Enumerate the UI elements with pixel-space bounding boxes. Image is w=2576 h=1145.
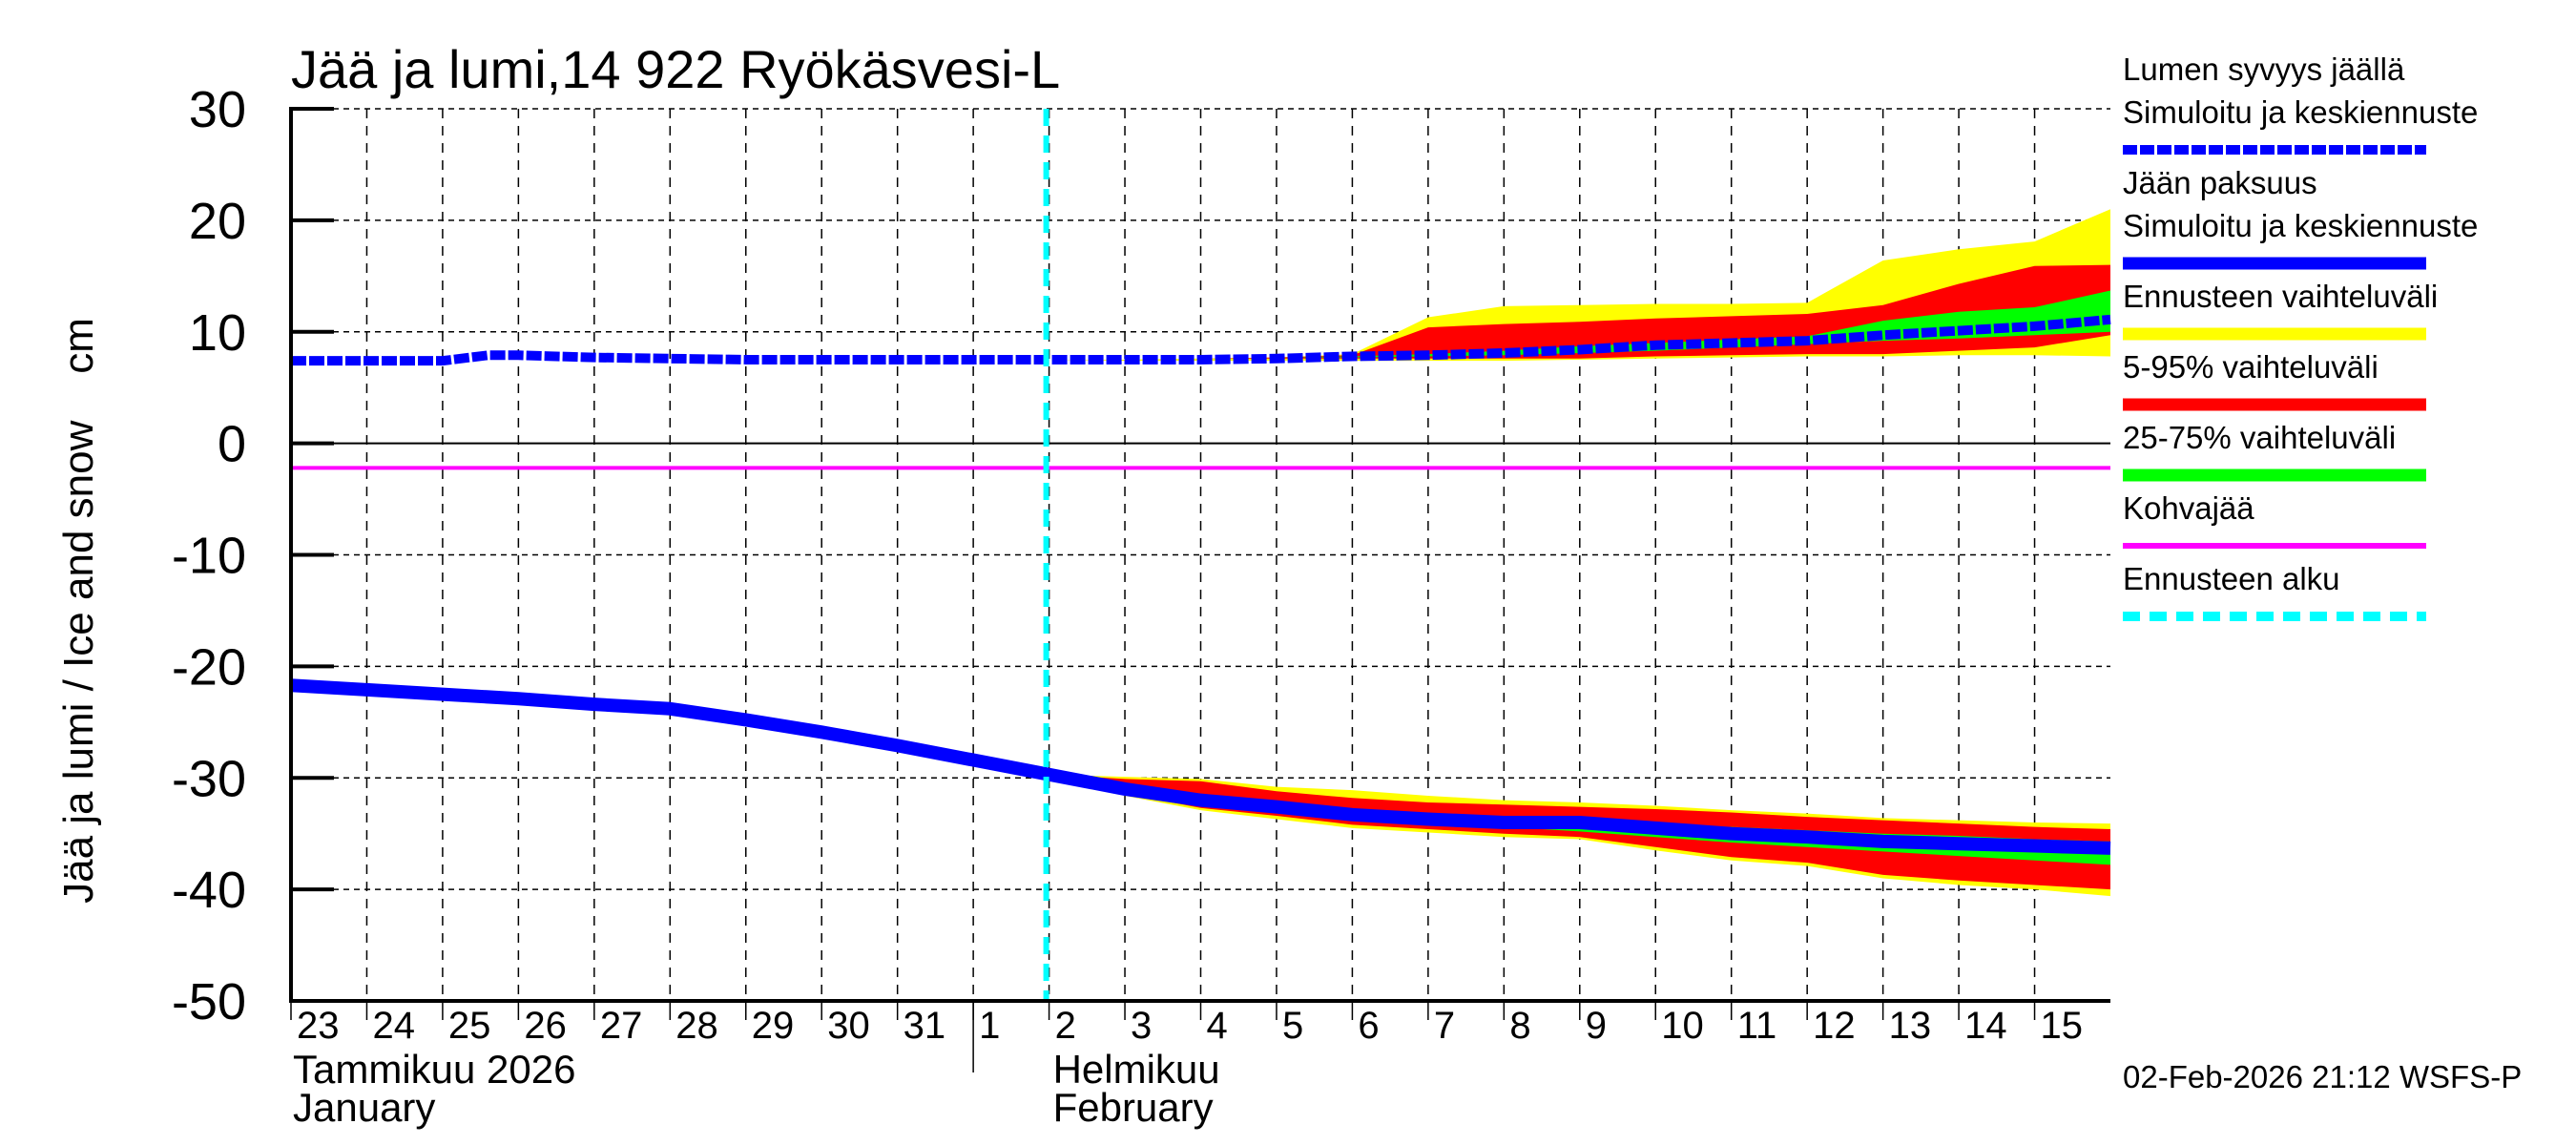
legend-label: Jään paksuus	[2123, 165, 2317, 200]
month-label-fi: Helmikuu	[1053, 1047, 1220, 1092]
y-tick-label: -10	[172, 528, 246, 585]
x-tick-label: 25	[448, 1005, 490, 1047]
timestamp: 02-Feb-2026 21:12 WSFS-P	[2123, 1059, 2522, 1094]
y-tick-label: 20	[189, 193, 246, 250]
legend-label: Ennusteen alku	[2123, 561, 2340, 596]
x-tick-label: 26	[524, 1005, 567, 1047]
ice-5-95-band	[1049, 774, 2110, 890]
forecast-bands	[1049, 209, 2110, 897]
y-axis-tick-labels: 30 20 10 0 -10 -20 -30 -40 -50	[172, 81, 246, 1030]
legend-label: Kohvajää	[2123, 490, 2254, 526]
y-axis-label: Jää ja lumi / Ice and snow cm	[55, 318, 102, 904]
x-tick-label: 8	[1509, 1005, 1530, 1047]
x-tick-label: 4	[1207, 1005, 1228, 1047]
legend-label: Lumen syvyys jäällä	[2123, 52, 2405, 87]
snow-depth-line	[291, 314, 2111, 366]
legend-label: 25-75% vaihteluväli	[2123, 420, 2396, 455]
x-tick-label: 29	[752, 1005, 795, 1047]
month-label-en: February	[1053, 1085, 1214, 1130]
legend-label: Ennusteen vaihteluväli	[2123, 279, 2438, 314]
x-tick-label: 28	[675, 1005, 718, 1047]
x-tick-label: 10	[1661, 1005, 1704, 1047]
ice-thickness-line	[290, 678, 2111, 855]
x-tick-label: 1	[979, 1005, 1000, 1047]
axes	[289, 107, 2110, 1072]
y-tick-label: -30	[172, 750, 246, 807]
month-label-fi: Tammikuu 2026	[293, 1047, 575, 1092]
x-axis-tick-labels: 23 24 25 26 27 28 29 30 31 1 2 3 4 5 6 7 8 9 10 11 12 13 14 15	[297, 1005, 2083, 1047]
legend-sublabel: Simuloitu ja keskiennuste	[2123, 94, 2478, 130]
x-tick-label: 2	[1055, 1005, 1076, 1047]
y-tick-label: 30	[189, 81, 246, 138]
x-tick-label: 6	[1358, 1005, 1379, 1047]
legend-sublabel: Simuloitu ja keskiennuste	[2123, 208, 2478, 243]
x-tick-label: 27	[600, 1005, 643, 1047]
x-tick-label: 30	[827, 1005, 870, 1047]
x-tick-label: 15	[2041, 1005, 2084, 1047]
x-tick-label: 3	[1131, 1005, 1152, 1047]
x-tick-label: 12	[1813, 1005, 1856, 1047]
y-tick-label: 10	[189, 304, 246, 362]
legend: Lumen syvyys jäällä Simuloitu ja keskienn…	[2123, 52, 2478, 621]
legend-label: 5-95% vaihteluväli	[2123, 349, 2379, 385]
chart-title: Jää ja lumi,14 922 Ryökäsvesi-L	[291, 39, 1060, 99]
x-tick-label: 5	[1282, 1005, 1303, 1047]
x-tick-label: 14	[1964, 1005, 2007, 1047]
y-tick-label: -40	[172, 862, 246, 919]
x-tick-label: 7	[1434, 1005, 1455, 1047]
x-tick-label: 24	[372, 1005, 415, 1047]
x-tick-label: 13	[1889, 1005, 1932, 1047]
y-tick-label: -50	[172, 973, 246, 1030]
x-tick-label: 31	[904, 1005, 946, 1047]
x-tick-label: 23	[297, 1005, 340, 1047]
x-tick-label: 9	[1586, 1005, 1607, 1047]
series-lines	[290, 109, 2111, 1001]
y-tick-label: -20	[172, 638, 246, 696]
y-tick-label: 0	[218, 416, 246, 473]
x-tick-label: 11	[1737, 1005, 1777, 1047]
month-label-en: January	[293, 1085, 435, 1130]
